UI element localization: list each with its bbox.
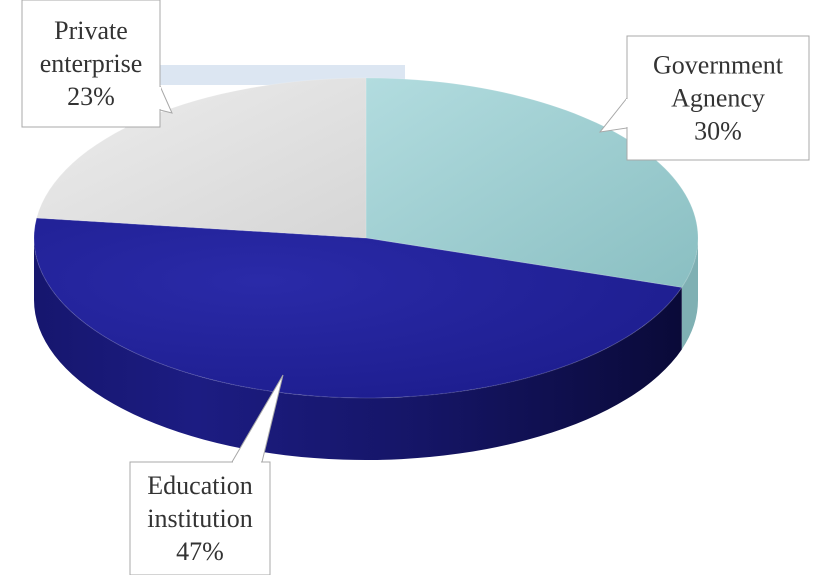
pie-slice — [33, 217, 683, 399]
callout-pointer — [598, 96, 628, 133]
callout-box — [129, 461, 271, 575]
slice-category-label: Government — [653, 51, 784, 80]
pie-group — [33, 77, 699, 460]
callouts: Government Agnency 30% Education institution… — [21, 0, 810, 575]
callout-pointer — [159, 85, 173, 114]
pie-slice-side — [34, 238, 682, 460]
slice-value-label: 23% — [67, 82, 115, 111]
slice-category-label: Education — [147, 471, 252, 500]
slice-category-label: Agnency — [671, 84, 765, 113]
slice-category-label: enterprise — [40, 49, 143, 78]
slice-category-label: institution — [147, 504, 252, 533]
slice-value-label: 47% — [176, 537, 224, 566]
callout-box — [626, 35, 810, 161]
pie-slice-side — [681, 238, 698, 350]
slice-category-label: Private — [54, 16, 128, 45]
slice-value-label: 30% — [694, 117, 742, 146]
callout-box — [21, 0, 161, 128]
